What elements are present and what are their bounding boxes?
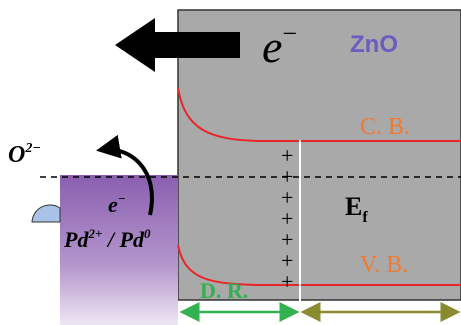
fermi-base: E: [345, 192, 362, 221]
pd-separator: /: [102, 227, 119, 252]
surface-electron-base: e: [108, 192, 118, 217]
pd-second: Pd: [119, 227, 145, 252]
plus-sign: +: [281, 269, 293, 294]
electron-sup: −: [282, 19, 297, 48]
fermi-sub: f: [362, 209, 368, 226]
pd-first-sup: 2+: [87, 226, 102, 241]
surface-electron-sup: −: [118, 191, 126, 206]
conduction-band-label: C. B.: [360, 114, 410, 140]
oxygen-sup: 2−: [24, 141, 40, 156]
pd-second-sup: 0: [144, 226, 151, 241]
oxygen-adsorbate: [32, 205, 60, 222]
electron-base: e: [262, 21, 282, 72]
valence-band-label: V. B.: [360, 252, 408, 278]
pd-label: Pd2+ / Pd0: [63, 226, 151, 252]
depletion-label: D. R.: [200, 278, 248, 303]
positive-charges: +++++++: [281, 143, 293, 294]
oxygen-label: O2−: [8, 141, 41, 168]
oxygen-base: O: [8, 142, 25, 168]
pd-first: Pd: [63, 227, 89, 252]
material-label: ZnO: [350, 31, 398, 58]
band-diagram: e− ZnO C. B. V. B. Ef D. R. +++++++ O2− …: [0, 0, 461, 325]
